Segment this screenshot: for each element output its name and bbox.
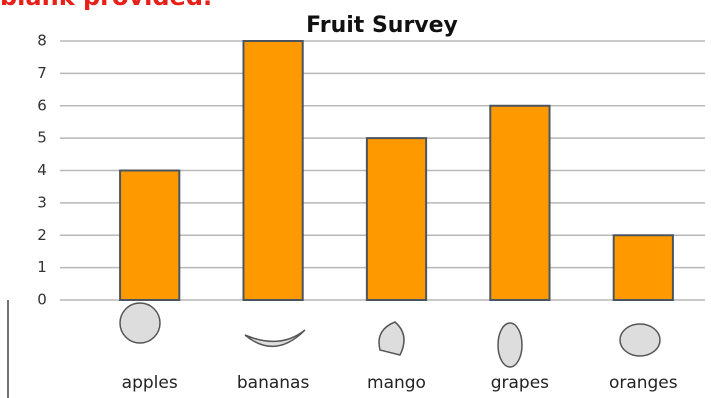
x-tick-label: grapes [491, 373, 549, 393]
y-tick-label: 8 [37, 32, 47, 50]
fruit-icons [119, 302, 661, 368]
y-tick-label: 0 [37, 291, 47, 309]
x-tick-label: apples [122, 373, 178, 393]
y-tick-label: 5 [37, 129, 47, 147]
bar [119, 169, 181, 301]
x-tick-label: bananas [237, 373, 310, 393]
chart-title: Fruit Survey [306, 13, 458, 38]
x-tick-label: mango [367, 373, 426, 393]
x-tick-label: oranges [609, 373, 678, 393]
header-note: blank provided. [0, 0, 212, 11]
y-tick-label: 6 [37, 96, 47, 114]
y-tick-label: 4 [37, 161, 47, 179]
y-tick-label: 3 [37, 193, 47, 211]
bar [242, 40, 304, 301]
bar [612, 234, 674, 301]
apple-icon [119, 302, 161, 344]
y-tick-label: 2 [37, 226, 47, 244]
oranges-icon [619, 323, 661, 357]
bar [489, 104, 551, 301]
y-tick-label: 7 [37, 64, 47, 82]
grapes-icon [497, 322, 523, 368]
bar [365, 137, 428, 301]
mango-icon [378, 321, 405, 356]
banana-icon [244, 329, 306, 348]
y-tick-label: 1 [37, 258, 47, 276]
